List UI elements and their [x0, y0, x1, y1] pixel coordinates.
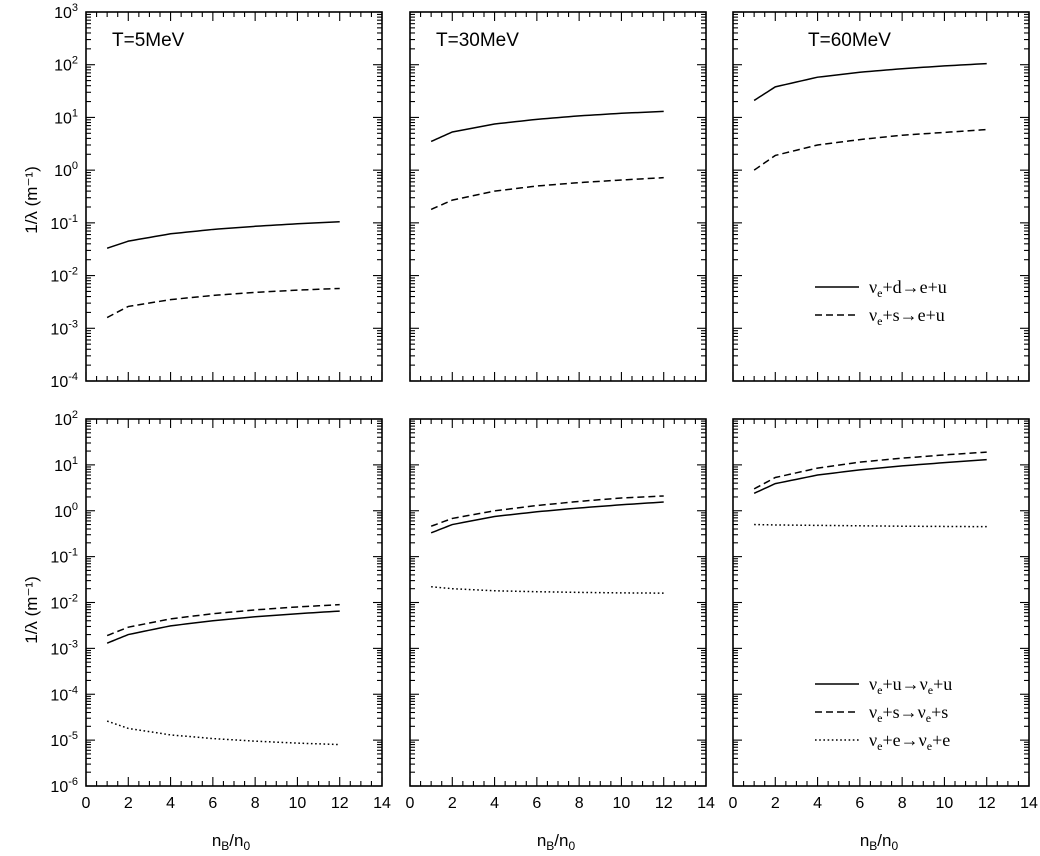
y-tick-label: 10-2 [50, 593, 78, 613]
y-tick-label: 10-2 [50, 266, 78, 286]
x-tick-label: 4 [490, 795, 499, 812]
x-tick-label: 0 [406, 795, 415, 812]
series-line-dotted [431, 587, 664, 593]
y-axis-label-bottom: 1/λ (m⁻¹) [22, 576, 41, 644]
legend-label: νe+s→νe+s [869, 702, 948, 725]
x-axis-label-1: nB/n0 [212, 831, 251, 853]
series-line-dashed [754, 452, 987, 489]
y-tick-label: 102 [54, 409, 78, 429]
y-tick-label: 102 [54, 55, 78, 75]
series-line-solid [431, 111, 664, 141]
y-tick-label: 10-6 [50, 776, 78, 796]
x-tick-label: 2 [771, 795, 780, 812]
panel-title: T=60MeV [808, 30, 891, 51]
series-line-solid [107, 222, 340, 249]
x-tick-label: 12 [331, 795, 349, 812]
x-axis-label-2: nB/n0 [537, 831, 576, 853]
series-line-solid [754, 460, 987, 494]
panel-5: 0 2 4 6 8 10 12 14 [406, 419, 715, 812]
y-tick-label: 10-4 [50, 371, 78, 391]
plot-frame [410, 419, 706, 786]
series-line-solid [107, 611, 340, 643]
x-tick-label: 10 [613, 795, 631, 812]
y-tick-label: 100 [54, 501, 78, 521]
x-tick-label: 4 [813, 795, 822, 812]
x-tick-label: 12 [655, 795, 673, 812]
x-tick-label: 10 [936, 795, 954, 812]
x-tick-label: 10 [289, 795, 307, 812]
plot-frame [733, 419, 1029, 786]
x-tick-label: 2 [448, 795, 457, 812]
x-tick-label: 0 [729, 795, 738, 812]
y-tick-label: 10-1 [50, 213, 78, 233]
y-tick-label: 101 [54, 107, 78, 127]
plot-frame [86, 12, 382, 381]
legend-label: νe+u→νe+u [869, 674, 952, 697]
plot-frame [86, 419, 382, 786]
x-tick-label: 8 [898, 795, 907, 812]
series-line-dotted [754, 525, 987, 527]
series-line-dashed [431, 178, 664, 210]
x-axis-label-3: nB/n0 [860, 831, 899, 853]
x-tick-label: 0 [82, 795, 91, 812]
legend-label: νe+d→e+u [869, 277, 947, 300]
y-tick-label: 100 [54, 160, 78, 180]
x-tick-label: 6 [208, 795, 217, 812]
y-tick-label: 10-1 [50, 547, 78, 567]
y-tick-label: 10-3 [50, 638, 78, 658]
y-tick-label: 10-4 [50, 684, 78, 704]
panel-title: T=5MeV [112, 30, 185, 51]
series-line-dashed [754, 130, 987, 171]
y-axis-label-top: 1/λ (m⁻¹) [22, 166, 41, 234]
x-tick-label: 4 [166, 795, 175, 812]
y-tick-label: 101 [54, 455, 78, 475]
series-line-dashed [107, 288, 340, 317]
panel-1: 103 102 101 100 10-1 10-2 10-3 10-4 T=5MeV [50, 2, 382, 391]
x-tick-label: 14 [697, 795, 715, 812]
x-tick-label: 6 [532, 795, 541, 812]
legend-label: νe+s→e+u [869, 305, 945, 328]
y-tick-label: 103 [54, 2, 78, 22]
x-tick-label: 8 [575, 795, 584, 812]
panel-3: T=60MeV νe+d→e+u νe+s→e+u [733, 12, 1029, 381]
series-line-dotted [107, 721, 340, 744]
y-tick-label: 10-3 [50, 318, 78, 338]
x-tick-label: 8 [251, 795, 260, 812]
legend-label: νe+e→νe+e [869, 730, 950, 753]
series-line-solid [754, 64, 987, 101]
plot-frame [410, 12, 706, 381]
x-tick-label: 14 [1020, 795, 1038, 812]
x-tick-label: 6 [855, 795, 864, 812]
x-tick-label: 2 [124, 795, 133, 812]
y-tick-label: 10-5 [50, 730, 78, 750]
panel-title: T=30MeV [436, 30, 519, 51]
panel-6: 0 2 4 6 8 10 12 14 νe+u→νe+u νe+s→νe+s νe+e→νe+e [729, 419, 1038, 812]
x-tick-label: 12 [978, 795, 996, 812]
x-tick-label: 14 [373, 795, 391, 812]
panel-4: 0 2 4 6 8 10 12 14 102 101 100 10-1 10-2 10-3 10-4 10-5… [50, 409, 391, 812]
panel-2: T=30MeV [410, 12, 706, 381]
series-line-solid [431, 502, 664, 533]
